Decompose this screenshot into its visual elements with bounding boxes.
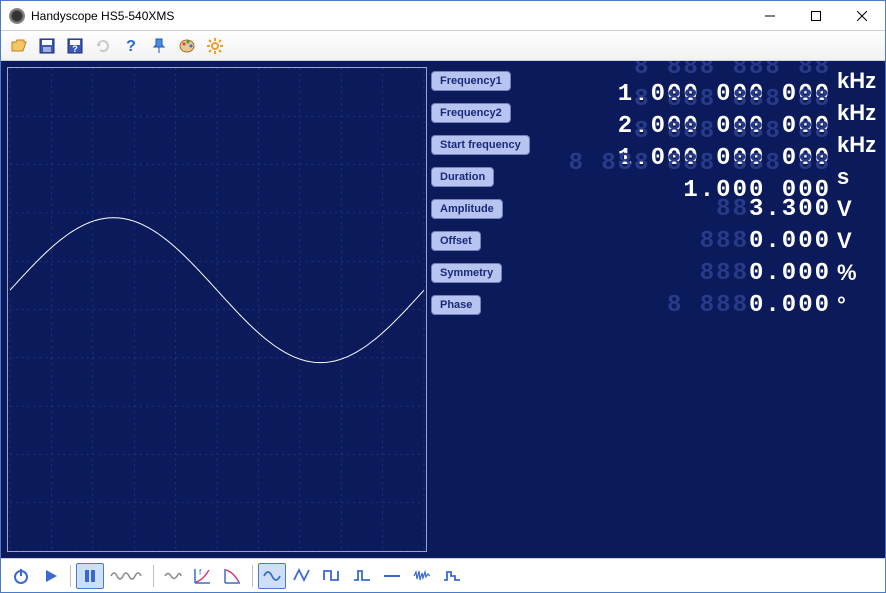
toolbar-separator [153,565,154,587]
param-label[interactable]: Amplitude [431,199,503,219]
triangle-button[interactable] [288,563,316,589]
param-label[interactable]: Phase [431,295,481,315]
noise-button[interactable] [408,563,436,589]
toolbar-top: ? ? [1,31,885,61]
square-button[interactable] [318,563,346,589]
minimize-button[interactable] [747,1,793,30]
refresh-button[interactable] [91,34,115,58]
sweep-up-button[interactable]: f [189,563,217,589]
toolbar-separator [252,565,253,587]
pulse-button[interactable] [348,563,376,589]
window-controls [747,1,885,30]
sine-mod-button[interactable] [159,563,187,589]
param-row-amplitude: Amplitude883.300V [431,195,879,223]
maximize-button[interactable] [793,1,839,30]
param-unit: kHz [835,100,879,126]
param-value[interactable]: 8880.000 [481,228,835,255]
param-value[interactable]: 8880.000 [502,260,835,287]
param-unit: kHz [835,68,879,94]
parameter-list: Frequency18 888 888 881.000 000 000kHzFr… [431,67,879,552]
sine-button[interactable] [258,563,286,589]
help-button[interactable]: ? [119,34,143,58]
pause-button[interactable] [76,563,104,589]
param-unit: ° [835,292,879,318]
param-row-symmetry: Symmetry8880.000% [431,259,879,287]
sweep-down-button[interactable] [219,563,247,589]
param-row-phase: Phase8 8880.000° [431,291,879,319]
waveform-display[interactable] [7,67,427,552]
toolbar-separator [70,565,71,587]
scope-svg [8,68,426,551]
save-help-button[interactable]: ? [63,34,87,58]
main-panel: Frequency18 888 888 881.000 000 000kHzFr… [1,61,885,558]
open-button[interactable] [7,34,31,58]
param-unit: V [835,228,879,254]
dc-button[interactable] [378,563,406,589]
pin-button[interactable] [147,34,171,58]
svg-text:?: ? [72,44,78,54]
app-icon [9,8,25,24]
param-label[interactable]: Symmetry [431,263,502,283]
param-unit: V [835,196,879,222]
svg-text:?: ? [126,38,136,55]
param-label[interactable]: Offset [431,231,481,251]
play-button[interactable] [37,563,65,589]
param-label[interactable]: Frequency1 [431,71,511,91]
titlebar: Handyscope HS5-540XMS [1,1,885,31]
save-button[interactable] [35,34,59,58]
burst-sine-button[interactable] [106,563,148,589]
palette-button[interactable] [175,34,199,58]
svg-text:f: f [199,568,202,577]
param-unit: % [835,260,879,286]
param-row-offset: Offset8880.000V [431,227,879,255]
power-button[interactable] [7,563,35,589]
param-label[interactable]: Frequency2 [431,103,511,123]
param-unit: s [835,164,879,190]
settings-button[interactable] [203,34,227,58]
arb-button[interactable] [438,563,466,589]
param-label[interactable]: Duration [431,167,494,187]
close-button[interactable] [839,1,885,30]
toolbar-bottom: f [1,558,885,592]
window-title: Handyscope HS5-540XMS [31,9,747,23]
param-unit: kHz [835,132,879,158]
param-row-duration: Duration8 888 888 888 881.000 000s [431,163,879,191]
param-value[interactable]: 883.300 [503,196,835,223]
param-value[interactable]: 8 8880.000 [481,292,835,319]
